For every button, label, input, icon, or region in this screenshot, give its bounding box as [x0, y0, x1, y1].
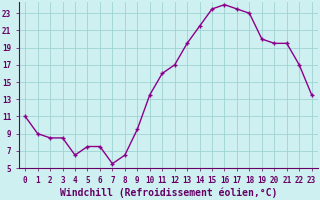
- X-axis label: Windchill (Refroidissement éolien,°C): Windchill (Refroidissement éolien,°C): [60, 187, 277, 198]
